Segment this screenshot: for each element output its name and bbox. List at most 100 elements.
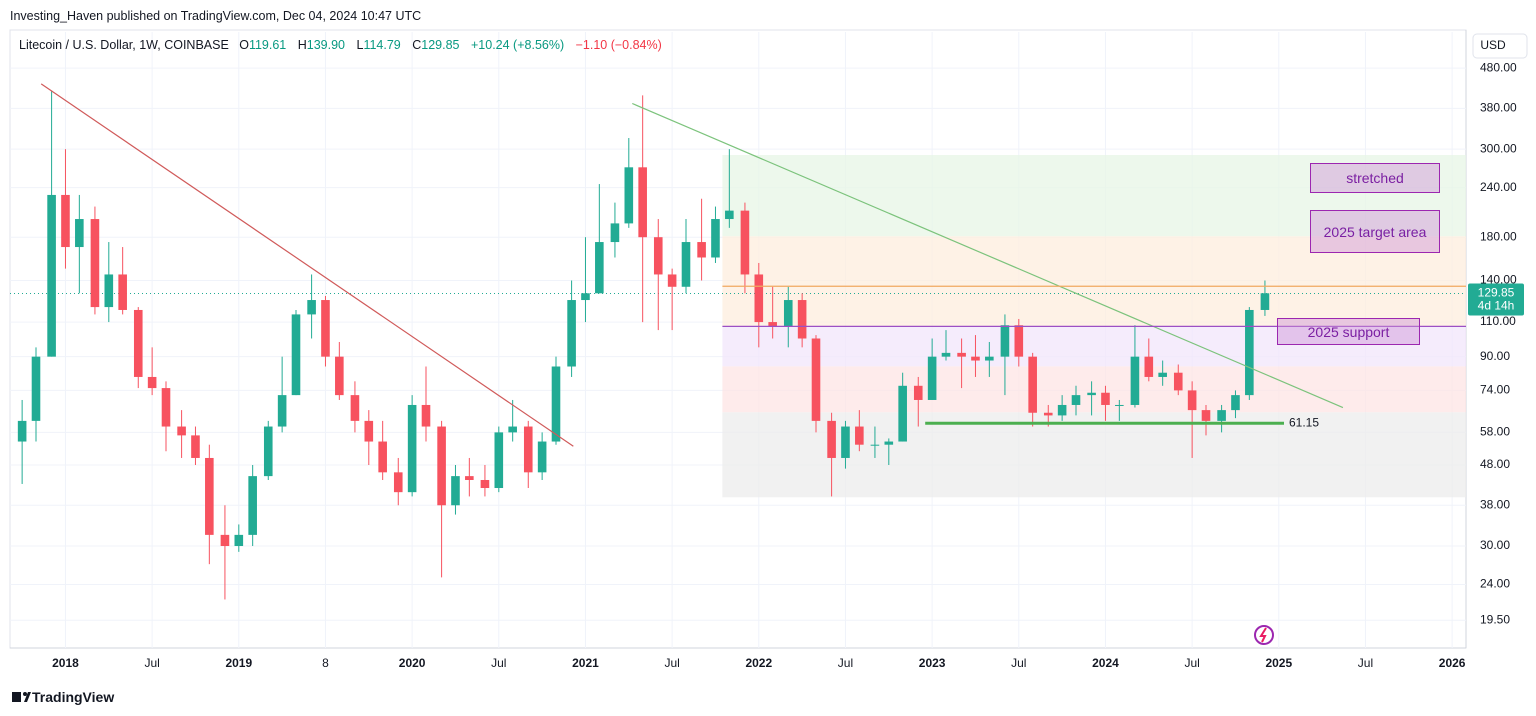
candle-body (335, 356, 344, 396)
annotation-box: 2025 target area (1310, 210, 1440, 253)
candle-body (393, 472, 403, 493)
candle-body (307, 300, 316, 315)
candle-body (1000, 325, 1010, 357)
candle-body (740, 210, 750, 275)
ohlc-value: 139.90 (306, 38, 346, 52)
candle-body (177, 426, 186, 436)
zone (722, 366, 1466, 413)
candle-body (1101, 392, 1110, 405)
publish-info: Investing_Haven published on TradingView… (10, 9, 422, 23)
trend-line (40, 83, 574, 447)
annotation-box: stretched (1310, 163, 1440, 193)
candle-body (75, 219, 84, 248)
candle-body (104, 274, 114, 308)
candle-body (1217, 410, 1226, 421)
candle-body (161, 388, 171, 427)
candle-body (248, 476, 257, 535)
candle-body (277, 395, 287, 427)
candle-body (421, 404, 431, 427)
candle-body (263, 426, 273, 477)
candle-body (364, 420, 374, 442)
y-tick-label: 140.00 (1480, 273, 1517, 287)
candle-body (827, 420, 836, 458)
candle-body (147, 376, 157, 389)
y-tick-label: 380.00 (1480, 101, 1517, 115)
replay-icon[interactable] (1254, 625, 1274, 645)
y-tick-label: 38.00 (1480, 497, 1510, 511)
y-tick-label: 300.00 (1480, 141, 1517, 155)
x-tick-label: Jul (144, 656, 159, 670)
candle-body (1014, 325, 1024, 357)
y-tick-label: 58.00 (1480, 425, 1510, 439)
candle-body (31, 356, 41, 421)
candle-body (567, 300, 576, 367)
candle-body (1260, 293, 1270, 310)
x-tick-label: 2021 (572, 656, 599, 670)
candle-body (465, 476, 474, 480)
candle-body (1028, 356, 1037, 413)
footer-brand: TradingView (32, 689, 115, 705)
y-tick-label: 30.00 (1480, 538, 1510, 552)
candle-body (47, 194, 56, 357)
candle-body (754, 274, 764, 323)
candle-body (725, 210, 734, 220)
x-tick-label: Jul (838, 656, 853, 670)
y-tick-label: 110.00 (1480, 314, 1516, 328)
tv-logo (12, 692, 31, 702)
candle-body (797, 300, 807, 339)
ohlc-value: 129.85 (421, 38, 460, 52)
x-tick-label: 2023 (919, 656, 946, 670)
candle-body (205, 457, 214, 535)
candle-body (913, 385, 923, 400)
candle-body (783, 300, 793, 327)
candle-body (451, 476, 460, 506)
candle-body (234, 534, 244, 547)
x-tick-label: 2024 (1092, 656, 1119, 670)
countdown-label: 4d 14h (1478, 299, 1515, 313)
zone (722, 236, 1466, 327)
candle-body (90, 219, 100, 308)
x-tick-label: Jul (1358, 656, 1373, 670)
y-tick-label: 19.50 (1480, 612, 1510, 626)
candle-body (1087, 392, 1096, 396)
candle-body (191, 435, 200, 458)
candle-body (870, 444, 880, 446)
candle-body (898, 385, 907, 442)
x-tick-label: Jul (491, 656, 506, 670)
currency-button[interactable] (1472, 33, 1528, 59)
ohlc-label: C (412, 38, 422, 52)
candle-body (1173, 372, 1183, 391)
x-tick-label: Jul (1011, 656, 1026, 670)
currency: USD (1480, 38, 1506, 52)
zone (722, 326, 1466, 367)
ohlc-label: L (356, 38, 364, 52)
annotation-box: 2025 support (1277, 318, 1420, 345)
last-price-tag (1468, 283, 1524, 316)
x-tick-label: 2020 (399, 656, 426, 670)
candle-body (1043, 412, 1053, 416)
candle-body (350, 395, 360, 421)
candle-body (841, 426, 850, 458)
candle-body (971, 356, 980, 361)
trend-line (632, 102, 1344, 409)
candle-body (711, 219, 720, 258)
candle-body (581, 293, 590, 301)
y-tick-label: 180.00 (1480, 229, 1517, 243)
change-2: −1.10 (−0.84%) (575, 38, 662, 52)
candle-body (523, 426, 533, 473)
candle-body (638, 167, 647, 238)
candle-body (537, 441, 547, 473)
candle-body (437, 426, 446, 506)
candle-body (1187, 390, 1197, 411)
candle-body (220, 534, 230, 547)
y-tick-label: 48.00 (1480, 457, 1510, 471)
candle-body (697, 242, 706, 258)
candle-body (1144, 356, 1154, 377)
ohlc-value: 114.79 (363, 38, 401, 52)
y-tick-label: 24.00 (1480, 577, 1510, 591)
x-tick-label: 2018 (52, 656, 79, 670)
candle-body (321, 300, 330, 357)
x-tick-label: 8 (322, 656, 329, 670)
